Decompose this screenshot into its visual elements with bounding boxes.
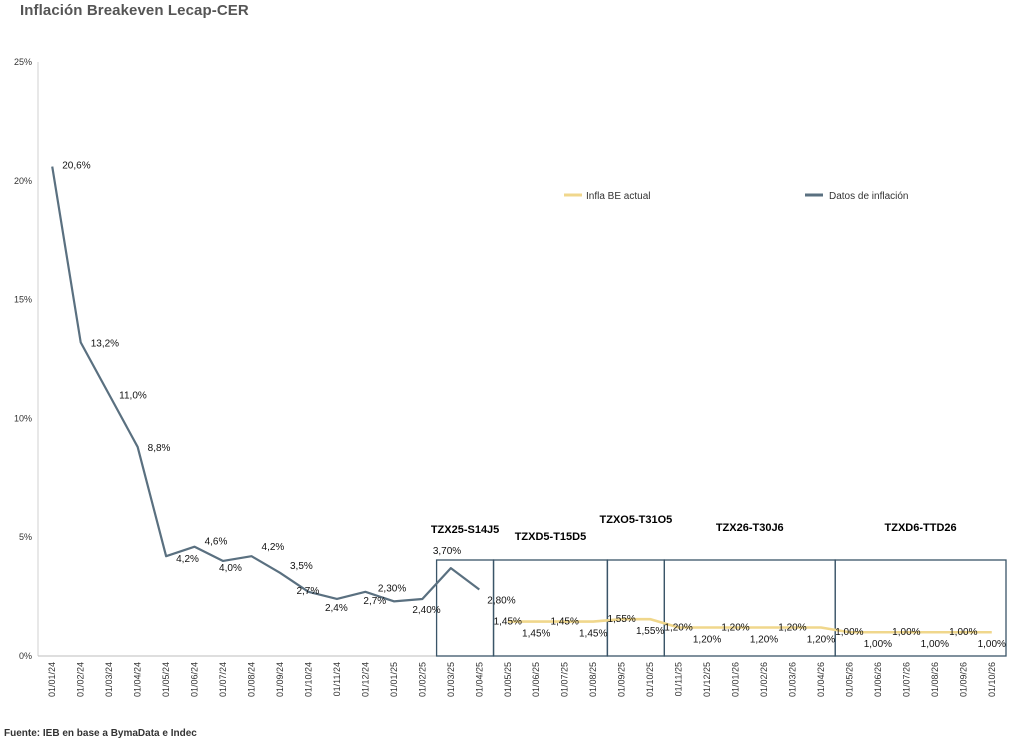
- x-tick-label: 01/02/25: [417, 662, 427, 697]
- inflation-data-label: 13,2%: [91, 338, 119, 349]
- breakeven-data-label: 1,00%: [949, 627, 977, 638]
- breakeven-data-label: 1,00%: [978, 639, 1006, 650]
- y-tick-label: 0%: [19, 651, 32, 661]
- x-tick-label: 01/09/25: [617, 662, 627, 697]
- bond-boxes: TZX25-S14J5 TZXD5-T15D5 TZXO5-T31O5 TZX26-T…: [431, 514, 1007, 657]
- inflation-data-label: 20,6%: [62, 161, 90, 172]
- breakeven-data-label: 1,45%: [522, 629, 550, 640]
- source-note: Fuente: IEB en base a BymaData e Indec: [4, 728, 197, 739]
- breakeven-data-label: 1,45%: [579, 629, 607, 640]
- x-tick-label: 01/01/26: [731, 662, 741, 697]
- x-tick-label: 01/03/26: [787, 662, 797, 697]
- y-tick-label: 20%: [14, 176, 32, 186]
- x-tick-label: 01/12/25: [702, 662, 712, 697]
- inflation-data-label: 11,0%: [119, 391, 147, 402]
- x-tick-label: 01/01/25: [389, 662, 399, 697]
- x-tick-label: 01/02/26: [759, 662, 769, 697]
- breakeven-data-label: 1,55%: [607, 614, 635, 625]
- x-tick-label: 01/07/25: [560, 662, 570, 697]
- y-tick-label: 10%: [14, 413, 32, 423]
- x-tick-label: 01/11/24: [332, 662, 342, 696]
- breakeven-data-label: 1,00%: [835, 627, 863, 638]
- x-tick-label: 01/06/26: [873, 662, 883, 697]
- x-tick-label: 01/09/26: [958, 662, 968, 697]
- x-tick-label: 01/09/24: [275, 662, 285, 697]
- x-tick-label: 01/10/25: [645, 662, 655, 697]
- bond-box-label: TZXO5-T31O5: [600, 514, 673, 526]
- axes: 0% 5% 10% 15% 20% 25% 01/01/24 01/02/24 01/03/24…: [14, 57, 1006, 697]
- x-tick-label: 01/05/26: [844, 662, 854, 697]
- series-line-breakeven: [507, 617, 992, 634]
- inflation-data-label: 2,7%: [296, 586, 319, 597]
- inflation-data-label: 2,4%: [325, 603, 348, 614]
- x-tick-label: 01/04/24: [133, 662, 143, 697]
- breakeven-data-label: 1,55%: [636, 626, 664, 637]
- bond-box-label: TZXD6-TTD26: [885, 522, 957, 534]
- bond-box: [606, 559, 666, 657]
- bond-box-label: TZX26-T30J6: [716, 522, 784, 534]
- x-tick-label: 01/10/24: [303, 662, 313, 697]
- x-tick-label: 01/10/26: [987, 662, 997, 697]
- x-tick-label: 01/05/25: [503, 662, 513, 697]
- breakeven-data-label: 1,00%: [864, 639, 892, 650]
- inflation-data-label: 3,5%: [290, 561, 313, 572]
- breakeven-data-label: 1,20%: [750, 634, 778, 645]
- x-tick-label: 01/03/24: [104, 662, 114, 697]
- legend: Infla BE actual Datos de inflación: [564, 191, 909, 202]
- inflation-data-label: 4,0%: [219, 563, 242, 574]
- inflation-data-label: 4,2%: [176, 554, 199, 565]
- y-tick-label: 25%: [14, 57, 32, 67]
- x-tick-label: 01/08/25: [588, 662, 598, 697]
- breakeven-data-label: 1,20%: [721, 622, 749, 633]
- inflation-data-label: 4,6%: [205, 537, 228, 548]
- x-tick-label: 01/07/26: [901, 662, 911, 697]
- bond-box-label: TZXD5-T15D5: [515, 531, 587, 543]
- inflation-data-label: 2,80%: [487, 595, 515, 606]
- y-tick-label: 5%: [19, 532, 32, 542]
- breakeven-data-label: 1,45%: [551, 617, 579, 628]
- breakeven-data-label: 1,20%: [778, 622, 806, 633]
- bond-box: [834, 559, 1007, 657]
- x-tick-label: 01/02/24: [76, 662, 86, 697]
- bond-box-label: TZX25-S14J5: [431, 524, 499, 536]
- x-tick-label: 01/07/24: [218, 662, 228, 697]
- chart-title: Inflación Breakeven Lecap-CER: [20, 2, 249, 19]
- x-tick-label: 01/12/24: [360, 662, 370, 697]
- legend-label-inflation: Datos de inflación: [829, 191, 909, 202]
- inflation-data-label: 4,2%: [262, 542, 285, 553]
- breakeven-data-label: 1,20%: [664, 622, 692, 633]
- x-tick-label: 01/11/25: [674, 662, 684, 696]
- x-tick-label: 01/01/24: [47, 662, 57, 697]
- inflation-data-label: 2,30%: [378, 583, 406, 594]
- breakeven-data-label: 1,00%: [921, 639, 949, 650]
- x-tick-label: 01/08/26: [930, 662, 940, 697]
- breakeven-data-label: 1,00%: [892, 627, 920, 638]
- inflation-data-label: 2,7%: [363, 596, 386, 607]
- y-tick-label: 15%: [14, 295, 32, 305]
- inflation-data-label: 3,70%: [433, 546, 461, 557]
- series: [51, 166, 992, 634]
- x-tick-label: 01/03/25: [446, 662, 456, 697]
- x-tick-label: 01/04/26: [816, 662, 826, 697]
- legend-label-breakeven: Infla BE actual: [586, 191, 650, 202]
- x-tick-label: 01/06/24: [190, 662, 200, 697]
- breakeven-data-label: 1,45%: [494, 617, 522, 628]
- breakeven-data-label: 1,20%: [693, 634, 721, 645]
- x-tick-label: 01/06/25: [531, 662, 541, 697]
- x-tick-label: 01/08/24: [247, 662, 257, 697]
- breakeven-data-label: 1,20%: [807, 634, 835, 645]
- inflation-data-label: 2,40%: [412, 605, 440, 616]
- x-tick-label: 01/05/24: [161, 662, 171, 697]
- x-tick-label: 01/04/25: [474, 662, 484, 697]
- series-line-inflation: [51, 166, 480, 603]
- data-labels: 20,6% 13,2% 11,0% 8,8% 4,2% 4,6% 4,0% 4,2% 3,5% 2…: [62, 161, 1006, 651]
- inflation-data-label: 8,8%: [148, 443, 171, 454]
- bond-box: [492, 559, 609, 657]
